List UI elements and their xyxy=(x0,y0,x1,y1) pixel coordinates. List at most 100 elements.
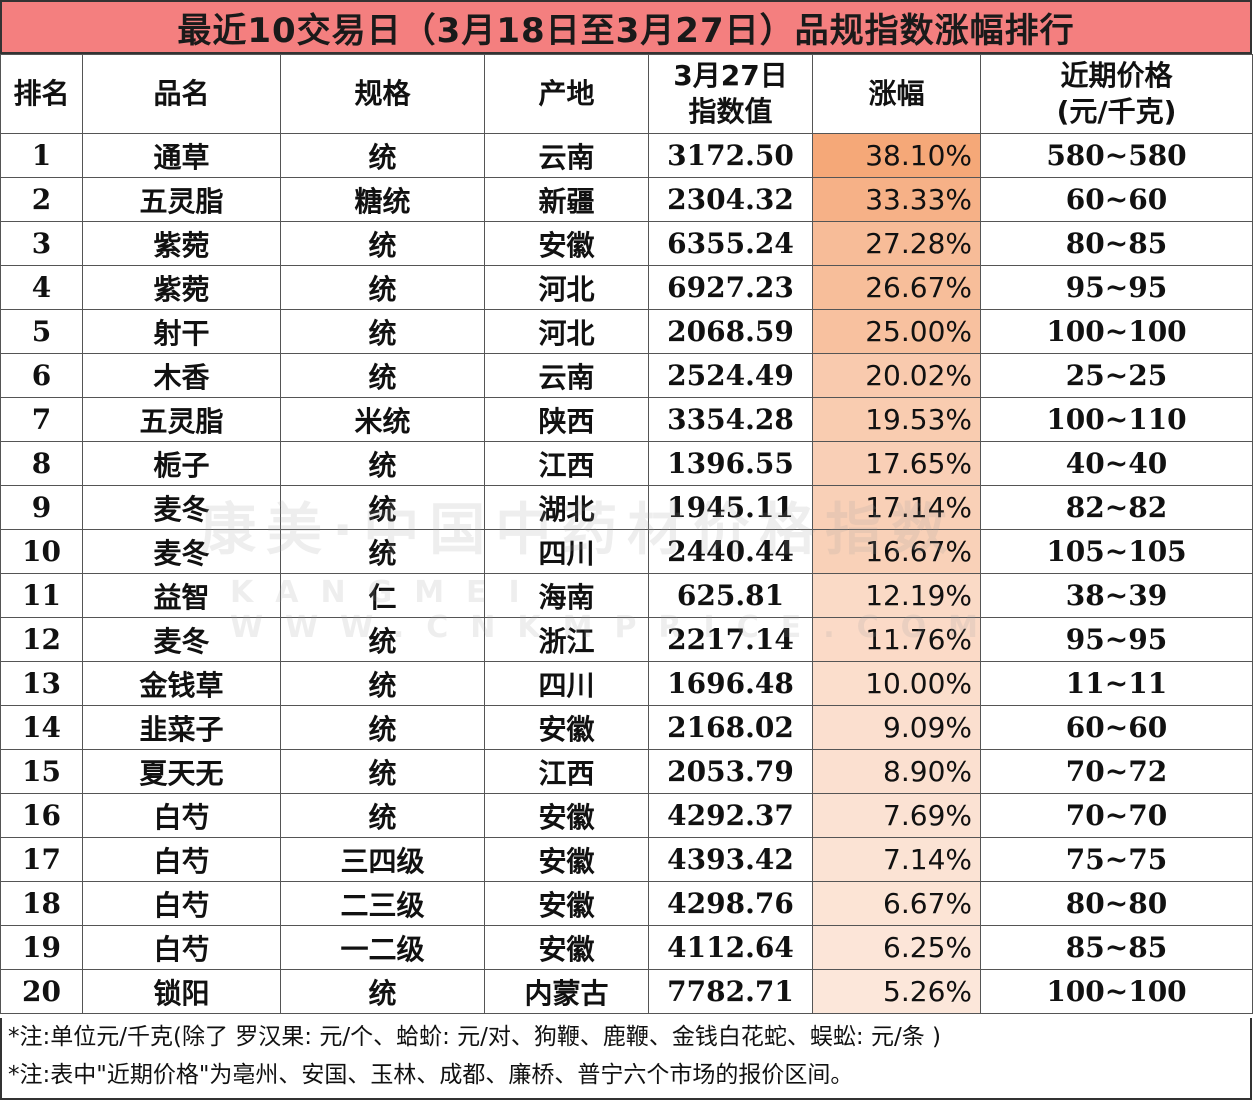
cell-rank: 12 xyxy=(0,617,83,662)
cell-rank: 11 xyxy=(0,573,83,618)
cell-price: 40~40 xyxy=(980,441,1253,486)
cell-rank: 10 xyxy=(0,529,83,574)
cell-price: 25~25 xyxy=(980,353,1253,398)
cell-spec: 糖统 xyxy=(280,177,485,222)
table-row: 3 紫菀统安徽 6355.24 27.28% 80~85 xyxy=(0,221,1253,266)
table-row: 20 锁阳统内蒙古 7782.71 5.26% 100~100 xyxy=(0,969,1253,1014)
cell-rank: 13 xyxy=(0,661,83,706)
table-row: 2 五灵脂 糖统 新疆 2304.32 33.33% 60~60 xyxy=(0,177,1253,222)
cell-name: 麦冬 xyxy=(82,485,281,530)
cell-index: 2217.14 xyxy=(648,617,813,662)
cell-change: 6.25% xyxy=(812,925,981,970)
header-rank: 排名 xyxy=(0,54,83,134)
cell-index: 1945.11 xyxy=(648,485,813,530)
table-row: 1 通草统云南 3172.50 38.10% 580~580 xyxy=(0,133,1253,178)
cell-name: 麦冬 xyxy=(82,529,281,574)
header-price-line1: 近期价格 xyxy=(1060,59,1173,92)
cell-rank: 14 xyxy=(0,705,83,750)
cell-rank: 9 xyxy=(0,485,83,530)
cell-index: 6927.23 xyxy=(648,265,813,310)
cell-index: 2068.59 xyxy=(648,309,813,354)
cell-index: 2440.44 xyxy=(648,529,813,574)
table-row: 13 金钱草统四川 1696.48 10.00% 11~11 xyxy=(0,661,1253,706)
cell-spec: 统 xyxy=(280,265,485,310)
cell-name: 紫菀 xyxy=(82,221,281,266)
cell-origin: 安徽 xyxy=(484,881,649,926)
cell-origin: 安徽 xyxy=(484,705,649,750)
cell-rank: 2 xyxy=(0,177,83,222)
cell-price: 70~70 xyxy=(980,793,1253,838)
cell-change: 5.26% xyxy=(812,969,981,1014)
table-row: 11 益智仁海南 625.81 12.19% 38~39 xyxy=(0,573,1253,618)
cell-name: 五灵脂 xyxy=(82,177,281,222)
cell-rank: 1 xyxy=(0,133,83,178)
cell-price: 100~100 xyxy=(980,969,1253,1014)
table-row: 14 韭菜子统安徽 2168.02 9.09% 60~60 xyxy=(0,705,1253,750)
table-row: 5 射干统河北 2068.59 25.00% 100~100 xyxy=(0,309,1253,354)
cell-change: 19.53% xyxy=(812,397,981,442)
cell-spec: 三四级 xyxy=(280,837,485,882)
cell-spec: 统 xyxy=(280,353,485,398)
cell-spec: 统 xyxy=(280,705,485,750)
cell-spec: 统 xyxy=(280,529,485,574)
table-row: 4 紫菀统河北 6927.23 26.67% 95~95 xyxy=(0,265,1253,310)
cell-change: 38.10% xyxy=(812,133,981,178)
cell-origin: 海南 xyxy=(484,573,649,618)
cell-index: 3354.28 xyxy=(648,397,813,442)
cell-change: 7.14% xyxy=(812,837,981,882)
cell-rank: 7 xyxy=(0,397,83,442)
cell-change: 17.14% xyxy=(812,485,981,530)
cell-price: 80~80 xyxy=(980,881,1253,926)
cell-name: 栀子 xyxy=(82,441,281,486)
cell-name: 白芍 xyxy=(82,925,281,970)
cell-origin: 安徽 xyxy=(484,837,649,882)
cell-change: 26.67% xyxy=(812,265,981,310)
cell-rank: 16 xyxy=(0,793,83,838)
cell-price: 11~11 xyxy=(980,661,1253,706)
cell-name: 夏天无 xyxy=(82,749,281,794)
cell-index: 2304.32 xyxy=(648,177,813,222)
table-row: 17 白芍 三四级 安徽 4393.42 7.14% 75~75 xyxy=(0,837,1253,882)
cell-price: 38~39 xyxy=(980,573,1253,618)
cell-change: 16.67% xyxy=(812,529,981,574)
cell-origin: 河北 xyxy=(484,265,649,310)
cell-index: 2053.79 xyxy=(648,749,813,794)
cell-origin: 云南 xyxy=(484,353,649,398)
cell-change: 27.28% xyxy=(812,221,981,266)
cell-index: 4393.42 xyxy=(648,837,813,882)
cell-price: 580~580 xyxy=(980,133,1253,178)
header-price-line2: (元/千克) xyxy=(1056,95,1177,128)
cell-price: 85~85 xyxy=(980,925,1253,970)
cell-origin: 浙江 xyxy=(484,617,649,662)
cell-name: 麦冬 xyxy=(82,617,281,662)
cell-index: 4298.76 xyxy=(648,881,813,926)
table-row: 10 麦冬统四川 2440.44 16.67% 105~105 xyxy=(0,529,1253,574)
header-spec: 规格 xyxy=(280,54,485,134)
ranking-table: 排名 品名 规格 产地 3月27日 指数值 涨幅 近期价格 (元/千克) 1 通草… xyxy=(0,54,1253,1014)
cell-index: 3172.50 xyxy=(648,133,813,178)
table-header-row: 排名 品名 规格 产地 3月27日 指数值 涨幅 近期价格 (元/千克) xyxy=(0,54,1253,134)
cell-price: 105~105 xyxy=(980,529,1253,574)
table-row: 7 五灵脂 米统 陕西 3354.28 19.53% 100~110 xyxy=(0,397,1253,442)
cell-origin: 安徽 xyxy=(484,221,649,266)
cell-origin: 云南 xyxy=(484,133,649,178)
cell-name: 白芍 xyxy=(82,837,281,882)
cell-spec: 统 xyxy=(280,309,485,354)
table-row: 16 白芍统安徽 4292.37 7.69% 70~70 xyxy=(0,793,1253,838)
cell-price: 60~60 xyxy=(980,177,1253,222)
cell-change: 9.09% xyxy=(812,705,981,750)
cell-spec: 一二级 xyxy=(280,925,485,970)
cell-spec: 统 xyxy=(280,969,485,1014)
cell-origin: 新疆 xyxy=(484,177,649,222)
table-row: 12 麦冬统浙江 2217.14 11.76% 95~95 xyxy=(0,617,1253,662)
cell-price: 100~110 xyxy=(980,397,1253,442)
header-origin: 产地 xyxy=(484,54,649,134)
cell-name: 紫菀 xyxy=(82,265,281,310)
cell-rank: 4 xyxy=(0,265,83,310)
cell-name: 白芍 xyxy=(82,881,281,926)
cell-change: 12.19% xyxy=(812,573,981,618)
header-index-line1: 3月27日 xyxy=(673,59,788,92)
cell-change: 7.69% xyxy=(812,793,981,838)
table-row: 6 木香统云南 2524.49 20.02% 25~25 xyxy=(0,353,1253,398)
cell-rank: 19 xyxy=(0,925,83,970)
